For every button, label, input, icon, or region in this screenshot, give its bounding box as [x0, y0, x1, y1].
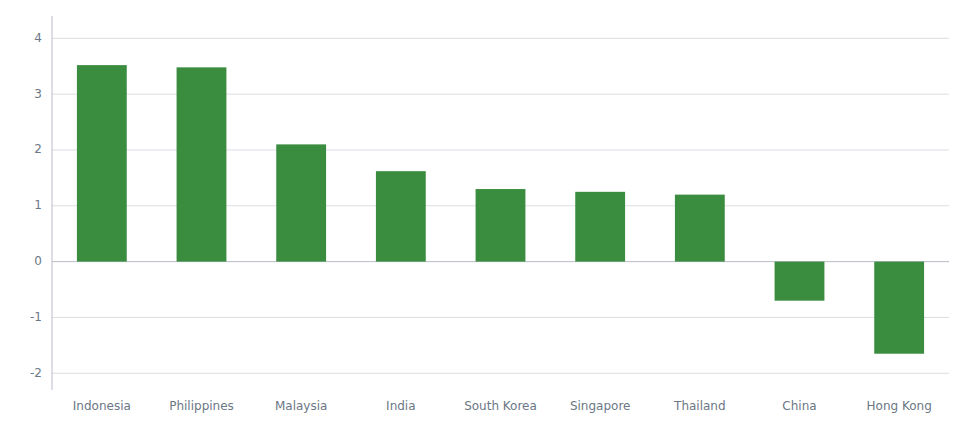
bar — [775, 262, 825, 301]
grid — [52, 38, 949, 373]
y-tick-label: -1 — [30, 310, 42, 324]
bar — [675, 195, 725, 262]
y-tick-label: 3 — [34, 87, 42, 101]
y-tick-label: -2 — [30, 366, 42, 380]
bar — [575, 192, 625, 262]
bar — [276, 144, 326, 261]
bar — [376, 171, 426, 261]
grid-line — [52, 38, 949, 39]
x-tick-label: Malaysia — [275, 399, 327, 413]
grid-line — [52, 373, 949, 374]
x-tick-label: Singapore — [570, 399, 631, 413]
grid-line — [52, 317, 949, 318]
bar — [476, 189, 526, 262]
y-axis-line — [52, 16, 53, 390]
bar — [874, 262, 924, 354]
x-tick-label: South Korea — [464, 399, 537, 413]
bars — [77, 65, 924, 354]
bar — [77, 65, 127, 261]
chart-container: -2-101234IndonesiaPhilippinesMalaysiaInd… — [0, 0, 969, 434]
x-tick-label: Philippines — [169, 399, 234, 413]
x-tick-label: Thailand — [673, 399, 726, 413]
y-tick-label: 4 — [34, 31, 42, 45]
y-tick-label: 0 — [34, 254, 42, 268]
x-tick-label: India — [386, 399, 415, 413]
x-tick-label: China — [782, 399, 816, 413]
x-tick-label: Indonesia — [73, 399, 131, 413]
y-tick-label: 2 — [34, 142, 42, 156]
chart-svg: -2-101234IndonesiaPhilippinesMalaysiaInd… — [0, 0, 969, 434]
x-tick-label: Hong Kong — [867, 399, 932, 413]
y-tick-label: 1 — [34, 198, 42, 212]
x-tick-labels: Indonesia Philippines Malaysia India South K… — [73, 399, 932, 413]
bar — [177, 67, 227, 261]
y-tick-labels: -2 -1 0 1 2 3 4 — [30, 31, 42, 380]
